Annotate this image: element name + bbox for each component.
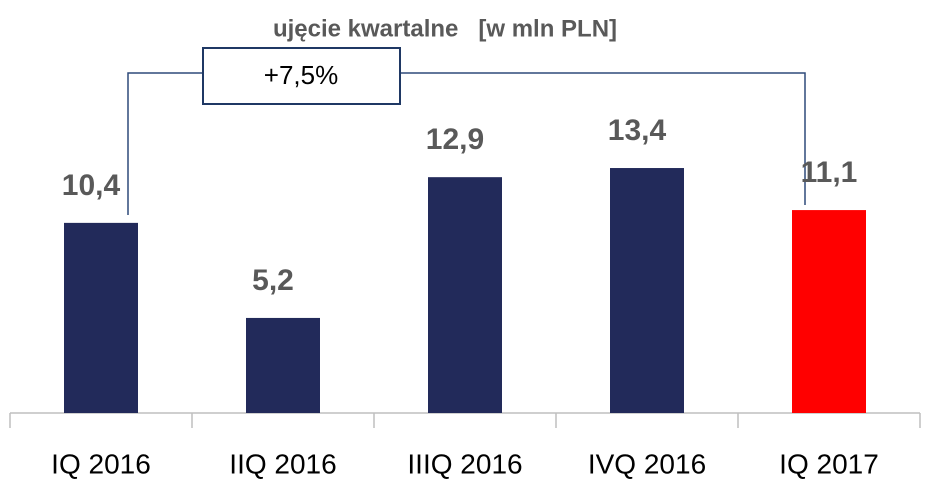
- x-tick-label: IVQ 2016: [588, 448, 706, 479]
- annotation-box: [202, 47, 401, 105]
- value-label: 11,1: [801, 156, 858, 189]
- comparison-bracket: [127, 72, 806, 215]
- chart-title: ujęcie kwartalne [w mln PLN]: [273, 15, 617, 42]
- value-label: 12,9: [426, 123, 484, 156]
- value-label: 5,2: [252, 264, 294, 297]
- annotation: +7,5%: [264, 60, 338, 90]
- x-tick-label: IIQ 2016: [229, 448, 336, 479]
- bar: [428, 177, 502, 413]
- bar: [610, 168, 684, 413]
- x-tick-label: IQ 2017: [779, 448, 879, 479]
- x-tick-label: IIIQ 2016: [407, 448, 522, 479]
- bar: [64, 222, 138, 413]
- value-label: 10,4: [62, 169, 121, 202]
- x-tick-label: IQ 2016: [51, 448, 151, 479]
- bar: [792, 210, 866, 413]
- bar: [246, 317, 320, 413]
- value-label: 13,4: [608, 114, 667, 147]
